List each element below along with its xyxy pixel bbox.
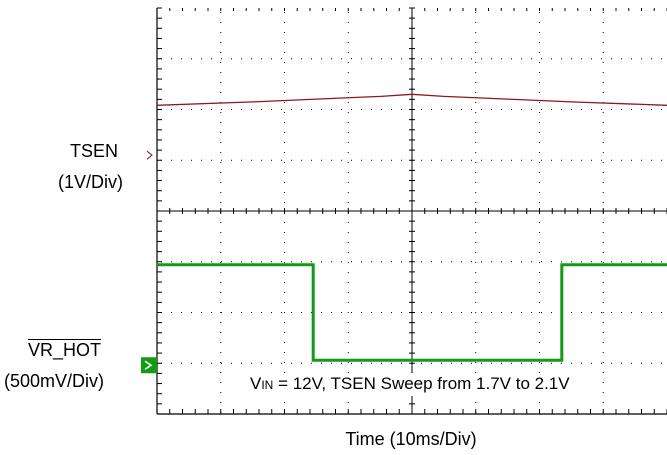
- vr-hot-label: VR_HOT: [28, 340, 102, 360]
- conditions-annotation: VIN = 12V, TSEN Sweep from 1.7V to 2.1V: [248, 373, 572, 396]
- traces: [156, 93, 667, 362]
- tsen-ground-marker: [146, 150, 153, 160]
- vr-hot-ground-marker: [141, 357, 157, 374]
- tsen-scale-label: (1V/Div): [58, 172, 124, 192]
- vr-hot-marker-arrow: [144, 360, 153, 370]
- channel-markers: [141, 150, 157, 374]
- tsen-trace: [156, 93, 667, 106]
- annotation-v: V: [250, 374, 262, 393]
- vr-hot-scale-label: (500mV/Div): [4, 371, 105, 391]
- annotation-sub: IN: [261, 378, 274, 392]
- x-axis-label: Time (10ms/Div): [345, 429, 477, 449]
- tsen-label: TSEN: [70, 141, 119, 161]
- graticule: [156, 7, 667, 415]
- annotation-text: = 12V, TSEN Sweep from 1.7V to 2.1V: [273, 374, 570, 393]
- vr-hot-trace: [157, 263, 667, 362]
